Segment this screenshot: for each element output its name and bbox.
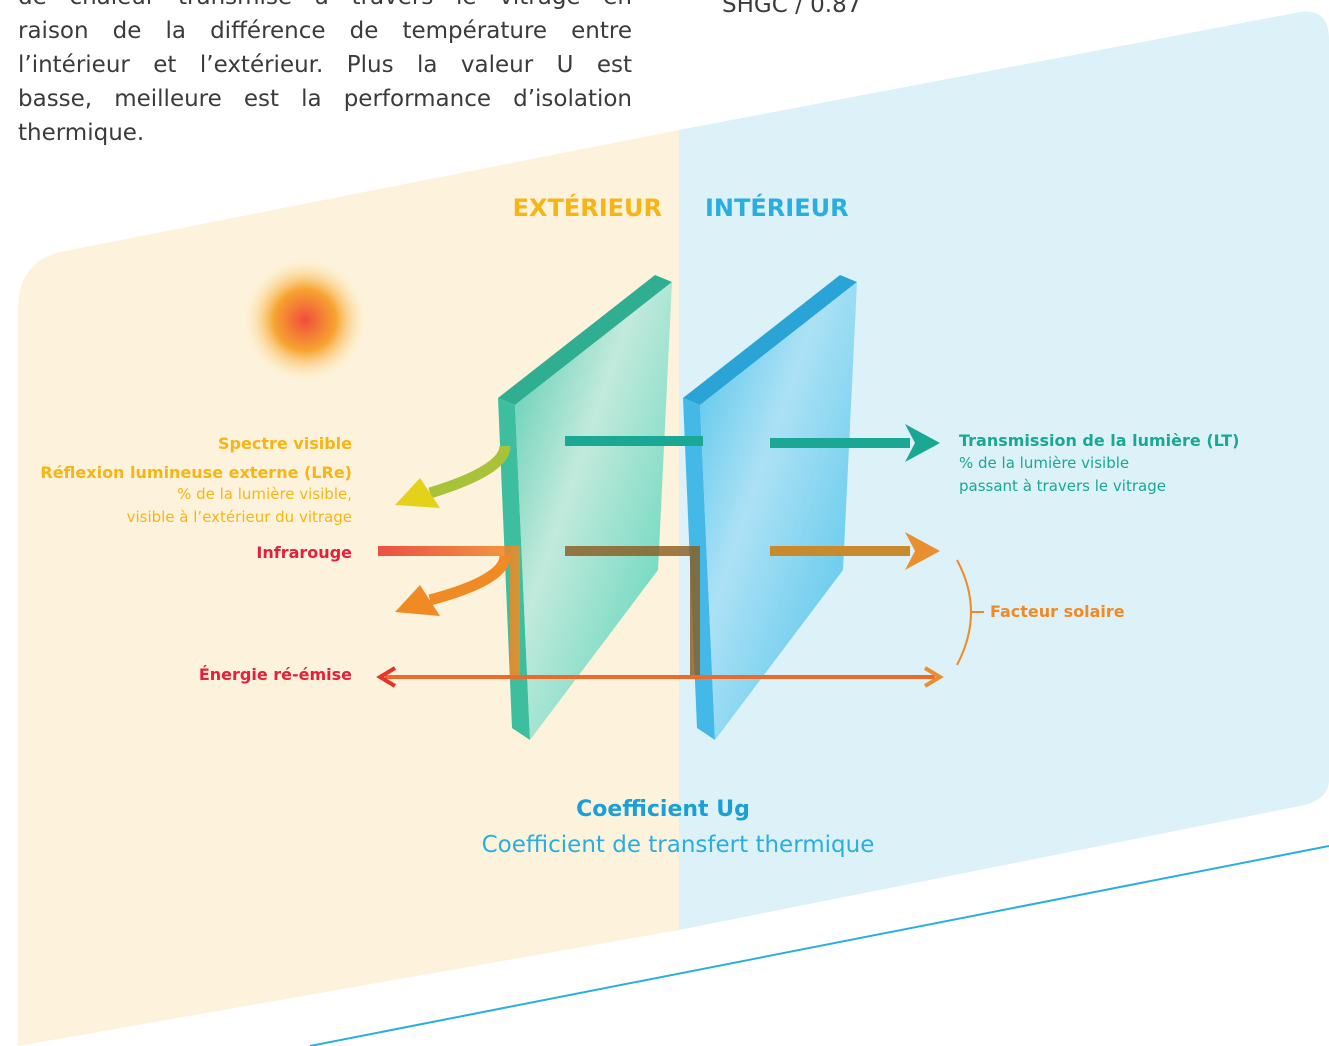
label: % de la lumière visible (959, 454, 1129, 472)
paragraph: de chaleur transmise à travers le vitrag… (18, 0, 632, 150)
label: Spectre visible (218, 434, 352, 453)
label: visible à l’extérieur du vitrage (127, 508, 352, 526)
label: Transmission de la lumière (LT) (959, 431, 1239, 450)
paragraph-line: thermique. (18, 120, 145, 146)
interior-zone (679, 11, 1329, 931)
label: Réflexion lumineuse externe (LRe) (40, 463, 352, 482)
ug-title: Coefficient Ug (576, 797, 750, 822)
label: passant à travers le vitrage (959, 477, 1166, 495)
sun (243, 258, 367, 382)
heat-arrows (376, 532, 984, 688)
paragraph-line: l’intérieur et l’extérieur. Plus la vale… (18, 52, 632, 78)
accent-line (309, 845, 1329, 1046)
paragraph-line: basse, meilleure est la performance d’is… (18, 86, 632, 112)
shgc: SHGC / 0.87 (722, 0, 862, 18)
label: % de la lumière visible, (177, 485, 352, 503)
exterior-label: EXTÉRIEUR (513, 193, 662, 222)
ug-subtitle: Coefficient de transfert thermique (482, 832, 875, 858)
label: Infrarouge (256, 543, 352, 562)
label: Facteur solaire (990, 602, 1125, 621)
light-arrows (378, 424, 940, 508)
label: Énergie ré-émise (199, 665, 352, 684)
interior-label: INTÉRIEUR (705, 193, 849, 222)
exterior-zone (18, 130, 679, 1046)
paragraph-line: de chaleur transmise à travers le vitrag… (18, 0, 632, 14)
paragraph-line: raison de la différence de température e… (18, 18, 632, 44)
